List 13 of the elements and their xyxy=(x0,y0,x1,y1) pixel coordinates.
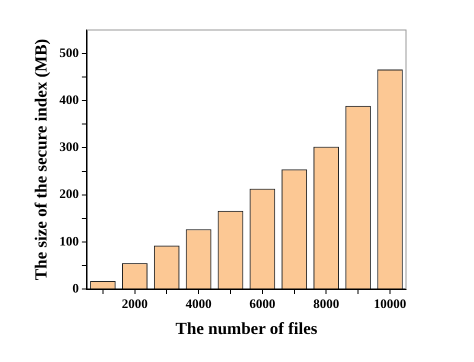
y-tick-label: 500 xyxy=(59,44,79,60)
x-tick-label: 6000 xyxy=(249,296,276,312)
x-tick-label: 2000 xyxy=(122,296,148,312)
y-tick-label: 200 xyxy=(59,186,79,202)
y-axis-title: The size of the secure index (MB) xyxy=(32,38,51,280)
y-tick-label: 400 xyxy=(59,92,79,107)
y-tick-label: 100 xyxy=(59,233,79,248)
x-axis-title: The number of files xyxy=(176,319,318,338)
y-tick-label: 300 xyxy=(59,139,79,154)
x-tick-label: 8000 xyxy=(313,296,340,312)
x-tick-label: 10000 xyxy=(374,296,406,312)
x-tick-label: 4000 xyxy=(186,296,212,312)
y-tick-label: 0 xyxy=(72,280,79,296)
